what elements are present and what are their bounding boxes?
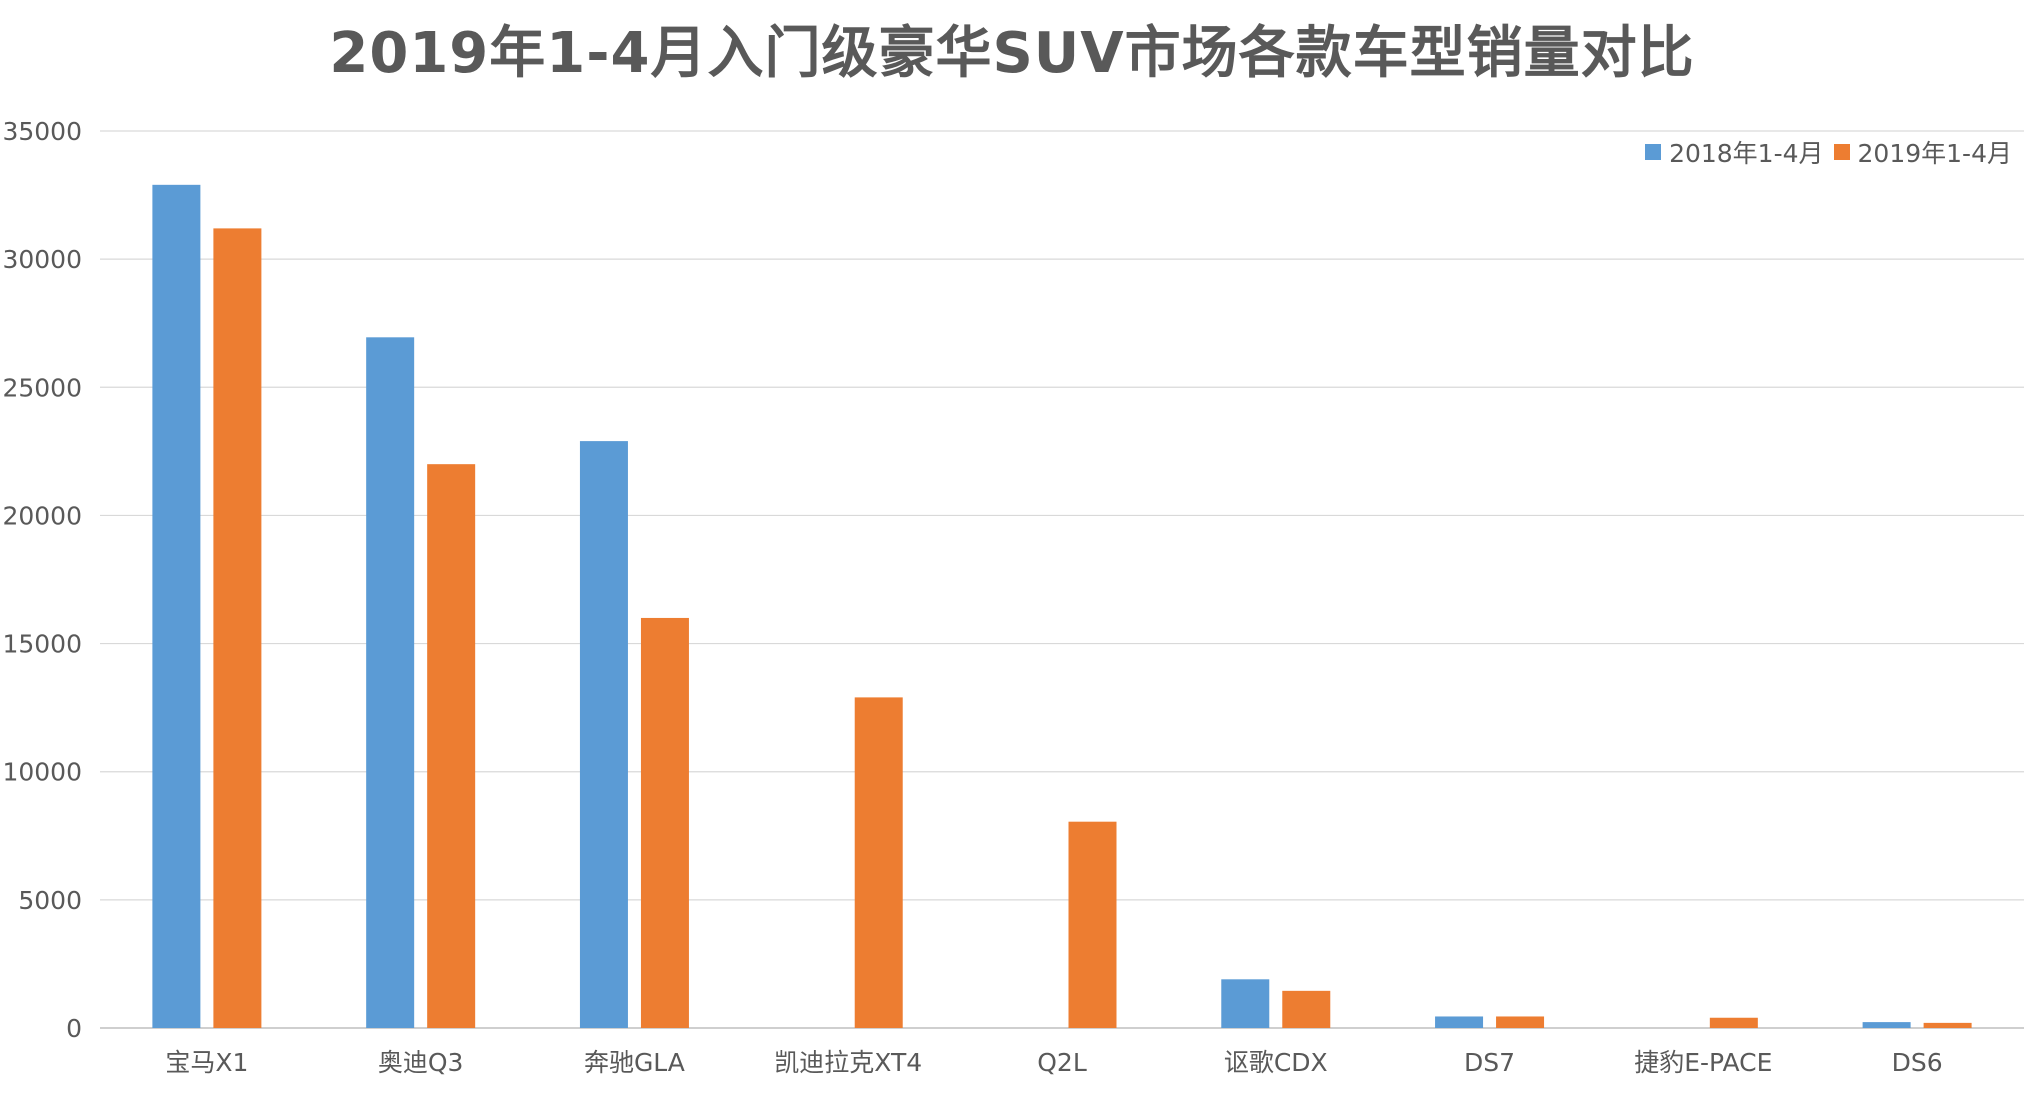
- y-tick-label: 35000: [2, 117, 82, 146]
- x-axis: 宝马X1 奥迪Q3 奔驰GLA 凯迪拉克XT4 Q2L 讴歌CDX DS7 捷豹E-PACE D…: [165, 1048, 1942, 1077]
- legend-label-2019: 2019年1-4月: [1857, 139, 2012, 168]
- bar-2019: [427, 464, 476, 1029]
- x-tick-label: DS7: [1464, 1048, 1515, 1077]
- chart-title: 2019年1-4月入门级豪华SUV市场各款车型销量对比: [329, 21, 1695, 86]
- y-tick-label: 10000: [2, 758, 82, 787]
- y-tick-label: 20000: [2, 501, 82, 530]
- legend-swatch-2019: [1833, 144, 1850, 160]
- x-tick-label: 奥迪Q3: [378, 1048, 464, 1077]
- y-tick-label: 0: [66, 1014, 82, 1043]
- bar-2018: [1435, 1016, 1484, 1028]
- x-tick-label: 宝马X1: [165, 1048, 248, 1077]
- bar-2018: [152, 184, 201, 1028]
- bar-2018: [366, 337, 415, 1028]
- legend-item-2018: 2018年1-4月: [1645, 134, 1824, 170]
- legend-label-2018: 2018年1-4月: [1669, 139, 1824, 168]
- bar-2019: [1923, 1022, 1972, 1028]
- bar-2019: [1496, 1016, 1545, 1028]
- bar-2019: [213, 228, 262, 1029]
- bar-2019: [1068, 821, 1117, 1028]
- legend: 2018年1-4月 2019年1-4月: [1635, 134, 2012, 170]
- y-tick-label: 30000: [2, 245, 82, 274]
- x-tick-label: 讴歌CDX: [1224, 1048, 1328, 1077]
- x-tick-label: Q2L: [1037, 1048, 1087, 1077]
- bars: [152, 184, 1972, 1029]
- bar-2018: [1862, 1022, 1911, 1028]
- y-tick-label: 5000: [18, 886, 82, 915]
- legend-swatch-2018: [1645, 144, 1662, 160]
- bar-2018: [1221, 979, 1270, 1028]
- bar-2019: [854, 697, 903, 1028]
- x-tick-label: 捷豹E-PACE: [1634, 1048, 1772, 1077]
- y-tick-label: 25000: [2, 373, 82, 402]
- x-tick-label: 凯迪拉克XT4: [774, 1048, 922, 1077]
- gridlines: [100, 130, 2024, 1029]
- y-axis: 0 5000 10000 15000 20000 25000 30000 35000: [2, 117, 82, 1043]
- bar-2019: [1282, 990, 1331, 1028]
- bar-2019: [1709, 1017, 1758, 1028]
- bar-2018: [579, 441, 628, 1028]
- bar-2019: [640, 617, 689, 1028]
- x-tick-label: DS6: [1892, 1048, 1943, 1077]
- legend-item-2019: 2019年1-4月: [1833, 134, 2012, 170]
- x-tick-label: 奔驰GLA: [584, 1048, 685, 1077]
- y-tick-label: 15000: [2, 630, 82, 659]
